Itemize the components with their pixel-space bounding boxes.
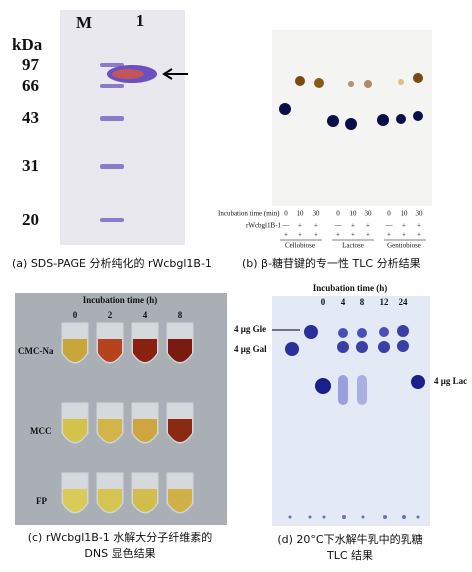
panel-title: Incubation time (h) xyxy=(313,283,388,293)
caption: (b) β-糖苷键的专一性 TLC 分析结果 xyxy=(242,256,421,270)
marker-label: 31 xyxy=(22,156,39,175)
enzyme-sign: — xyxy=(334,222,343,230)
time-label: 10 xyxy=(297,210,305,218)
tube-liquid xyxy=(168,339,192,362)
enzyme-sign: + xyxy=(298,222,302,230)
tube-liquid xyxy=(63,489,87,512)
caption: TLC 结果 xyxy=(326,549,373,562)
tlc-table: 0—+10++30++0—+10++30++0—+10++30++Cellobi… xyxy=(280,210,426,250)
enzyme-sign: — xyxy=(282,222,291,230)
caption: (c) rWcbgl1B-1 水解大分子纤维素的 xyxy=(28,530,213,544)
enzyme-sign: + xyxy=(402,222,406,230)
tube-liquid xyxy=(168,419,192,442)
unit-label: kDa xyxy=(12,35,43,54)
row-label: MCC xyxy=(30,426,52,436)
tube-liquid xyxy=(168,489,192,512)
tube-liquid xyxy=(133,419,157,442)
tubes: 0 2 4 8 xyxy=(61,310,194,514)
time-labels: 0 4 8 12 24 xyxy=(321,297,408,307)
enzyme-sign: + xyxy=(417,222,421,230)
tube-liquid xyxy=(133,339,157,362)
enzyme-sign: + xyxy=(366,222,370,230)
row-label: FP xyxy=(36,496,47,506)
standard-label: 4 μg Gal xyxy=(234,344,267,354)
sugar-label: Cellobiose xyxy=(285,242,315,250)
time-label: 8 xyxy=(360,297,365,307)
marker-bands xyxy=(100,63,124,222)
substrate-sign: + xyxy=(336,231,340,239)
standard-label: 4 μg Gle xyxy=(234,324,266,334)
substrate-sign: + xyxy=(417,231,421,239)
time-label: 10 xyxy=(401,210,409,218)
row-label: CMC-Na xyxy=(18,346,54,356)
time-label: 0 xyxy=(387,210,391,218)
time-label: 0 xyxy=(336,210,340,218)
standard-label: 4 μg Lac xyxy=(434,376,467,386)
arrow xyxy=(162,68,188,80)
marker-label: 20 xyxy=(22,210,39,229)
row-label: rWcbgl1B-1 xyxy=(246,222,281,230)
row-label: Incubation time (min) xyxy=(218,210,280,218)
time-label: 30 xyxy=(365,210,373,218)
time-label: 30 xyxy=(416,210,424,218)
substrate-sign: + xyxy=(387,231,391,239)
substrate-sign: + xyxy=(402,231,406,239)
substrate-sign: + xyxy=(284,231,288,239)
substrate-sign: + xyxy=(366,231,370,239)
enzyme-sign: + xyxy=(314,222,318,230)
caption: (a) SDS-PAGE 分析纯化的 rWcbgl1B-1 xyxy=(12,256,212,270)
time-label: 0 xyxy=(73,310,78,320)
enzyme-sign: — xyxy=(385,222,394,230)
marker-label: 43 xyxy=(22,108,39,127)
time-label: 4 xyxy=(341,297,346,307)
sugar-label: Gentiobiose xyxy=(387,242,421,250)
substrate-sign: + xyxy=(298,231,302,239)
tube-liquid xyxy=(63,419,87,442)
tube-liquid xyxy=(98,419,122,442)
time-label: 0 xyxy=(321,297,326,307)
panel-title: Incubation time (h) xyxy=(83,295,158,305)
time-label: 10 xyxy=(350,210,358,218)
enzyme-sign: + xyxy=(351,222,355,230)
time-label: 2 xyxy=(108,310,113,320)
origin-dots xyxy=(288,515,420,519)
marker-label: 97 xyxy=(22,55,40,74)
substrate-sign: + xyxy=(351,231,355,239)
substrate-sign: + xyxy=(314,231,318,239)
lane-label: 1 xyxy=(136,11,145,30)
protein-band xyxy=(112,69,144,79)
time-label: 30 xyxy=(313,210,321,218)
caption: (d) 20°C下水解牛乳中的乳糖 xyxy=(277,532,422,546)
sugar-label: Lactose xyxy=(342,242,364,250)
gel xyxy=(60,10,185,245)
tube-liquid xyxy=(98,339,122,362)
tlc-plate xyxy=(272,30,432,206)
time-label: 12 xyxy=(380,297,390,307)
time-label: 4 xyxy=(143,310,148,320)
tube-liquid xyxy=(63,339,87,362)
tlc-spots xyxy=(285,325,425,405)
tlc-spots xyxy=(279,73,423,130)
tube-liquid xyxy=(98,489,122,512)
tube-liquid xyxy=(133,489,157,512)
marker-label: 66 xyxy=(22,76,39,95)
caption: DNS 显色结果 xyxy=(84,546,155,560)
time-label: 0 xyxy=(284,210,288,218)
time-label: 8 xyxy=(178,310,183,320)
time-label: 24 xyxy=(399,297,409,307)
lane-label: M xyxy=(76,13,92,32)
